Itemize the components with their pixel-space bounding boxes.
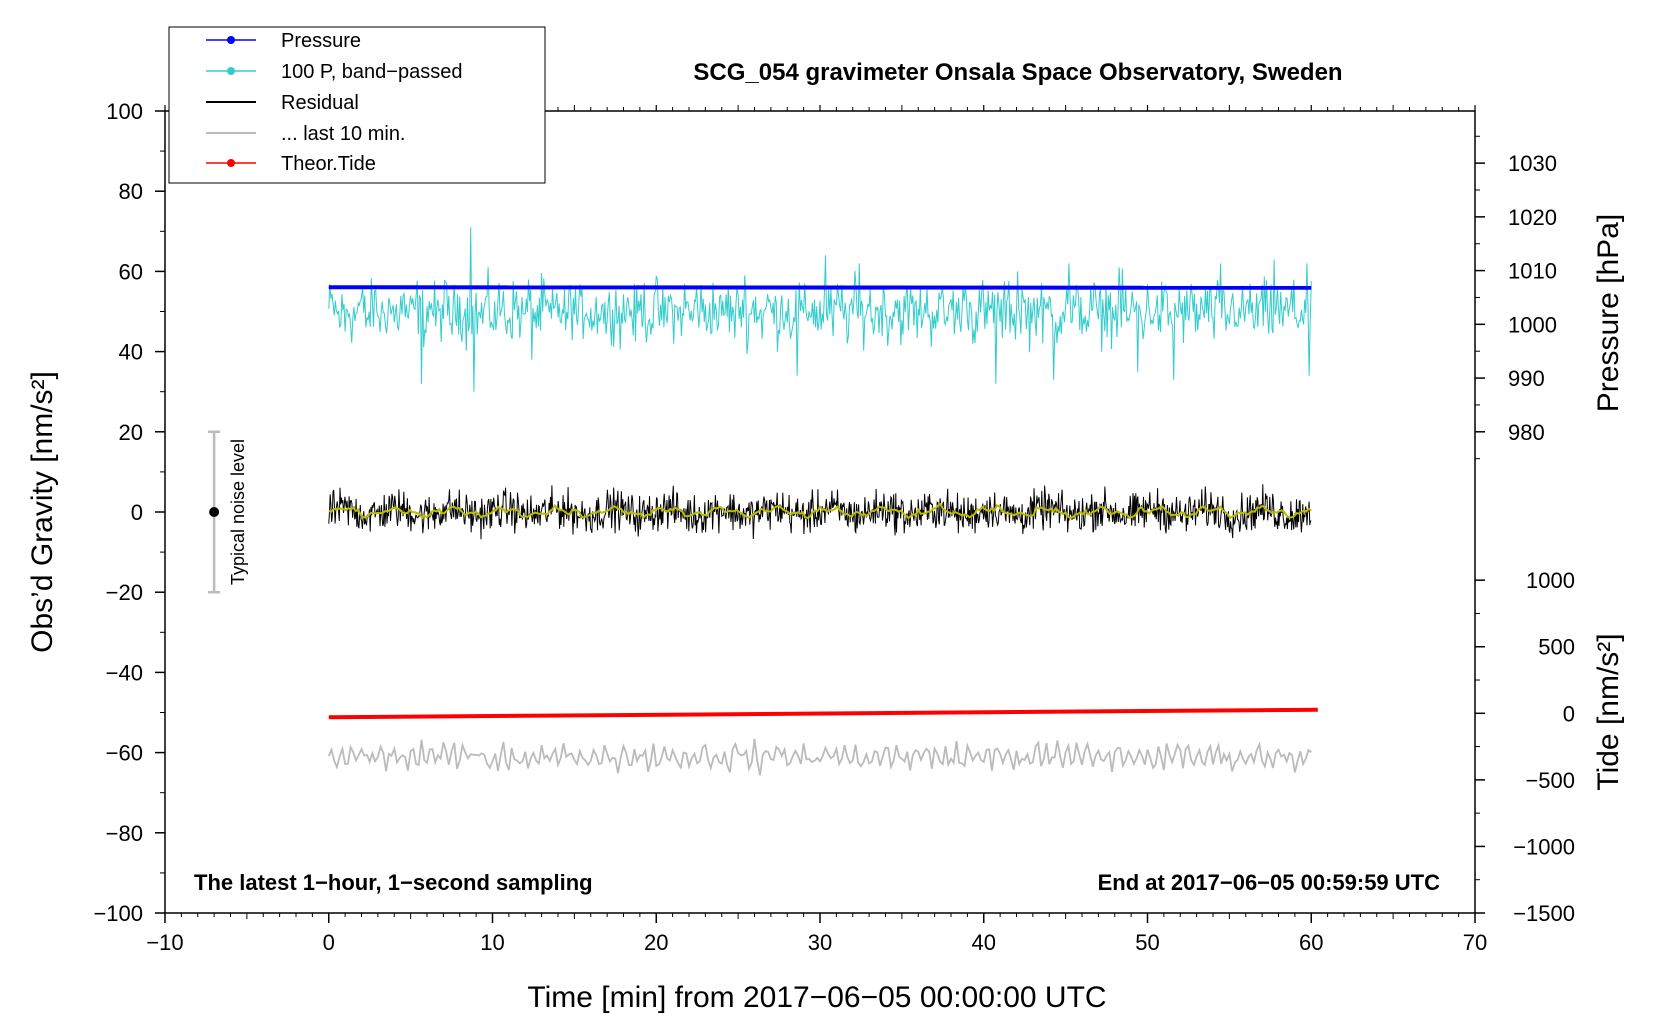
series-last10-line — [327, 738, 1312, 776]
x-tick-label: −10 — [146, 930, 183, 955]
axes-layer: −10 0 10 20 30 40 50 60 70100806040200−20−40−60−… — [93, 99, 1575, 955]
tide-tick-label: −500 — [1525, 768, 1575, 793]
x-tick-label: 0 — [323, 930, 335, 955]
tide-tick-label: 500 — [1538, 635, 1575, 660]
x-tick-label: 20 — [644, 930, 668, 955]
series-residual-smoothed-line — [328, 502, 1312, 520]
legend-label-tide: Theor.Tide — [281, 153, 376, 175]
pressure-tick-label: 980 — [1508, 420, 1545, 445]
tide-tick-label: −1500 — [1513, 901, 1575, 926]
y-tick-label: −40 — [106, 660, 143, 685]
legend-label-bandpassed: 100 P, band−passed — [281, 61, 462, 83]
annotation-end-time: End at 2017−06−05 00:59:59 UTC — [1098, 870, 1441, 895]
y-tick-label: −60 — [106, 741, 143, 766]
x-axis-title: Time [min] from 2017−06−05 00:00:00 UTC — [527, 981, 1106, 1014]
y-tick-label: −80 — [106, 821, 143, 846]
y-tick-label: 20 — [119, 420, 143, 445]
legend-box — [168, 26, 546, 184]
y-tick-label: 80 — [119, 179, 143, 204]
noise-level-center-point — [209, 507, 220, 517]
labels-layer: SCG_054 gravimeter Onsala Space Observat… — [26, 59, 1625, 1014]
legend-label-residual: Residual — [281, 92, 359, 114]
series-tide-line — [328, 707, 1318, 720]
x-tick-label: 10 — [480, 930, 504, 955]
x-tick-label: 40 — [972, 930, 996, 955]
x-tick-label: 70 — [1463, 930, 1487, 955]
x-tick-label: 50 — [1135, 930, 1159, 955]
y-tick-label: 0 — [131, 500, 143, 525]
y-axis-title-left: Obs’d Gravity [nm/s²] — [26, 371, 59, 653]
legend-label-last10: ... last 10 min. — [281, 123, 406, 145]
tide-tick-label: 1000 — [1526, 568, 1575, 593]
legend-marker-pressure — [227, 36, 235, 44]
series-layer — [208, 227, 1318, 776]
legend-marker-bandpassed — [227, 67, 235, 75]
pressure-tick-label: 1020 — [1508, 205, 1557, 230]
chart-title: SCG_054 gravimeter Onsala Space Observat… — [693, 59, 1342, 86]
y-axis-title-tide: Tide [nm/s²] — [1592, 633, 1625, 790]
y-axis-title-pressure: Pressure [hPa] — [1592, 214, 1625, 412]
legend-marker-tide — [227, 159, 235, 167]
pressure-tick-label: 1000 — [1508, 312, 1557, 337]
x-tick-label: 30 — [808, 930, 832, 955]
noise-level-label: Typical noise level — [228, 439, 248, 585]
legend-label-pressure: Pressure — [281, 30, 361, 52]
y-tick-label: 60 — [119, 259, 143, 284]
tide-tick-label: 0 — [1563, 701, 1575, 726]
legend: Pressure 100 P, band−passed Residual ...… — [168, 26, 546, 184]
x-tick-label: 60 — [1299, 930, 1323, 955]
series-residual-line — [328, 484, 1312, 540]
pressure-tick-label: 990 — [1508, 366, 1545, 391]
pressure-tick-label: 1030 — [1508, 151, 1557, 176]
tide-tick-label: −1000 — [1513, 834, 1575, 859]
series-pressure-line — [328, 285, 1312, 290]
y-tick-label: 100 — [106, 99, 143, 124]
y-tick-label: −100 — [93, 901, 143, 926]
y-tick-label: 40 — [119, 340, 143, 365]
y-tick-label: −20 — [106, 580, 143, 605]
pressure-tick-label: 1010 — [1508, 259, 1557, 284]
series-bandpassed-line — [328, 227, 1312, 392]
annotation-sampling: The latest 1−hour, 1−second sampling — [194, 870, 593, 895]
